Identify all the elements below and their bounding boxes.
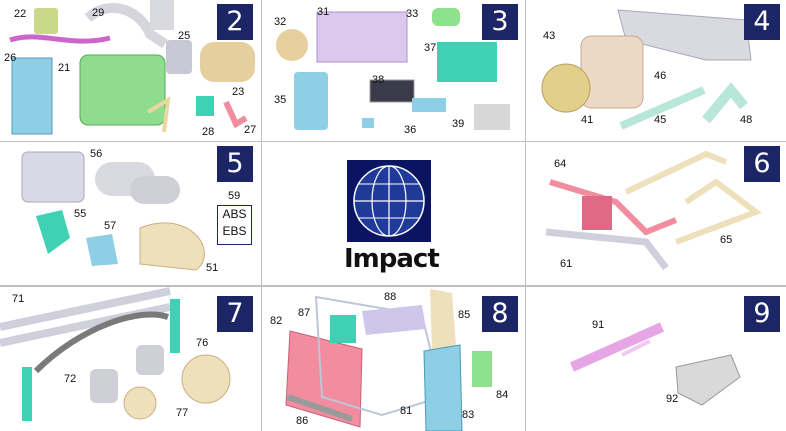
part-label: 81 [400, 405, 413, 417]
category-number-badge: 5 [217, 146, 253, 182]
category-cab[interactable]: 88 82 87 85 84 86 81 83 8 [262, 287, 525, 431]
part-label: 55 [74, 208, 87, 220]
part-label: 41 [581, 114, 594, 126]
part-label: 85 [458, 309, 471, 321]
part-label: 48 [740, 114, 753, 126]
part-label: 27 [244, 124, 257, 136]
engine-parts-illustration [9, 0, 255, 135]
part-label: 28 [202, 126, 215, 138]
part-label: 37 [424, 42, 437, 54]
part-label: 61 [560, 258, 573, 270]
category-chassis[interactable]: 71 76 72 77 7 [0, 287, 261, 431]
part-label: 36 [404, 124, 417, 136]
part-label: 72 [64, 373, 77, 385]
part-label: 64 [554, 158, 567, 170]
part-label: 35 [274, 94, 287, 106]
part-label: 22 [14, 8, 27, 20]
category-suspension[interactable]: 64 61 65 6 [526, 142, 786, 285]
category-number-badge: 8 [482, 296, 518, 332]
part-label: 32 [274, 16, 287, 28]
brakes-parts-illustration [21, 151, 205, 271]
part-label: 31 [317, 6, 330, 18]
part-label: 83 [462, 409, 475, 421]
part-label: 45 [654, 114, 667, 126]
impact-logo-text: Impact [344, 244, 440, 274]
part-label: 76 [196, 337, 209, 349]
part-label: 46 [654, 70, 667, 82]
abs-ebs-box: ABS EBS [217, 205, 252, 245]
category-number-badge: 3 [482, 4, 518, 40]
part-label: 91 [592, 319, 605, 331]
part-label: 86 [296, 415, 309, 427]
category-number-badge: 6 [744, 146, 780, 182]
coupling-parts-illustration [569, 322, 741, 406]
part-label: 29 [92, 7, 105, 19]
part-label: 71 [12, 293, 25, 305]
chassis-parts-illustration [0, 287, 231, 421]
part-label: 43 [543, 30, 556, 42]
part-label: 59 [228, 190, 241, 202]
category-electrics[interactable]: 32 31 33 37 35 38 36 39 3 [262, 0, 525, 141]
category-engine[interactable]: 22 29 26 21 25 23 28 27 2 [0, 0, 261, 141]
part-label: 57 [104, 220, 117, 232]
part-label: 38 [372, 74, 385, 86]
part-label: 25 [178, 30, 191, 42]
part-label: 26 [4, 52, 17, 64]
part-label: 82 [270, 315, 283, 327]
cab-parts-illustration [285, 289, 492, 431]
suspension-parts-illustration [545, 150, 763, 271]
part-label: 56 [90, 148, 103, 160]
electrics-parts-illustration [276, 8, 510, 130]
abs-label: ABS [222, 207, 247, 221]
category-driveline[interactable]: 43 46 41 45 48 4 [526, 0, 786, 141]
category-number-badge: 2 [217, 4, 253, 40]
part-label: 87 [298, 307, 311, 319]
impact-logo-panel[interactable]: Impact [262, 142, 525, 285]
category-number-badge: 7 [217, 296, 253, 332]
part-label: 88 [384, 291, 397, 303]
category-brakes[interactable]: 56 59 55 57 51 ABS EBS 5 [0, 142, 261, 285]
category-number-badge: 4 [744, 4, 780, 40]
globe-logo-icon [347, 160, 431, 242]
part-label: 33 [406, 8, 419, 20]
part-label: 65 [720, 234, 733, 246]
part-label: 77 [176, 407, 189, 419]
category-number-badge: 9 [744, 296, 780, 332]
part-label: 39 [452, 118, 465, 130]
part-label: 84 [496, 389, 509, 401]
ebs-label: EBS [222, 224, 247, 238]
part-label: 21 [58, 62, 71, 74]
part-label: 92 [666, 393, 679, 405]
driveline-parts-illustration [541, 9, 752, 130]
part-label: 51 [206, 262, 219, 274]
category-coupling[interactable]: 91 92 9 [526, 287, 786, 431]
part-label: 23 [232, 86, 245, 98]
